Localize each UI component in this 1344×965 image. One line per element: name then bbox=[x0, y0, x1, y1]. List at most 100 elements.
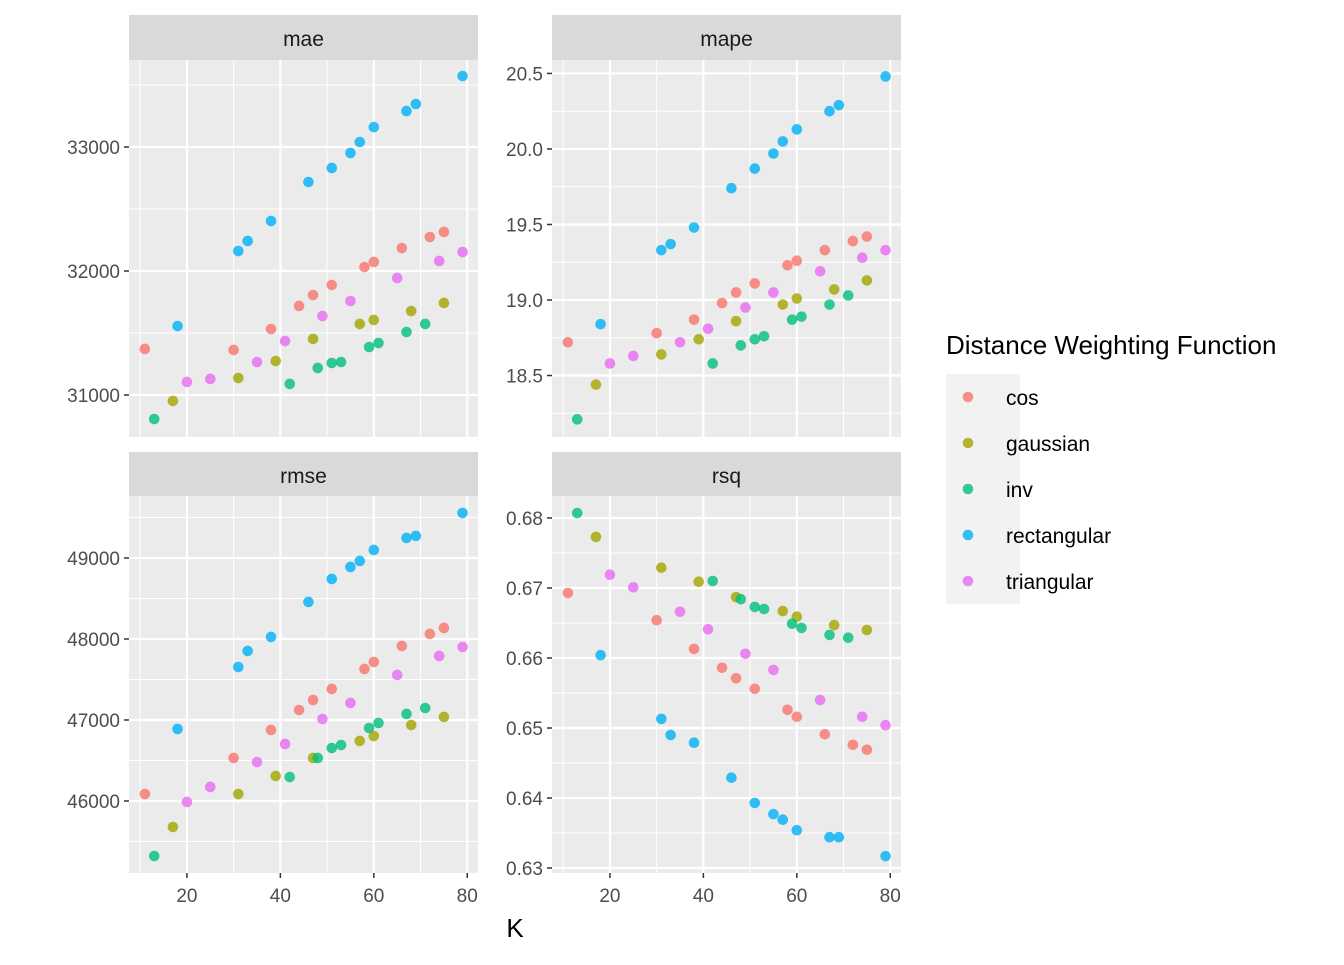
point-triangular bbox=[391, 669, 403, 681]
point-cos bbox=[265, 724, 277, 736]
facet-panels: mae 31000 32000 33000 mape 18.5 19.0 19.5 20.0 20… bbox=[67, 15, 901, 907]
point-rectangular bbox=[726, 772, 737, 784]
point-cos bbox=[368, 656, 380, 668]
point-cos bbox=[307, 289, 319, 301]
point-inv bbox=[326, 357, 338, 369]
point-inv bbox=[571, 507, 583, 519]
point-cos bbox=[651, 614, 662, 626]
legend-key-gaussian bbox=[962, 437, 974, 449]
point-inv bbox=[796, 311, 807, 322]
legend-label-rectangular: rectangular bbox=[1006, 525, 1111, 548]
point-gaussian bbox=[233, 788, 244, 800]
point-cos bbox=[293, 300, 305, 312]
legend-label-gaussian: gaussian bbox=[1006, 433, 1090, 456]
point-inv bbox=[824, 629, 835, 641]
point-cos bbox=[293, 704, 305, 716]
y-tick-label: 0.64 bbox=[506, 789, 543, 810]
point-rectangular bbox=[656, 244, 667, 256]
point-inv bbox=[335, 739, 347, 751]
point-inv bbox=[335, 356, 347, 368]
point-cos bbox=[326, 683, 338, 695]
point-cos bbox=[562, 336, 574, 348]
facet-mape: mape 18.5 19.0 19.5 20.0 20.5 bbox=[506, 15, 901, 437]
point-triangular bbox=[740, 302, 751, 313]
point-triangular bbox=[674, 336, 686, 348]
point-gaussian bbox=[368, 730, 380, 742]
legend-key-triangular bbox=[962, 575, 974, 587]
point-rectangular bbox=[791, 824, 803, 836]
point-rectangular bbox=[880, 71, 891, 82]
point-rectangular bbox=[326, 573, 338, 585]
point-inv bbox=[312, 752, 324, 764]
point-cos bbox=[139, 343, 151, 355]
point-triangular bbox=[702, 323, 714, 335]
point-gaussian bbox=[730, 315, 742, 327]
y-tick-label: 33000 bbox=[67, 138, 120, 159]
legend-title: Distance Weighting Function bbox=[946, 330, 1276, 360]
point-rectangular bbox=[688, 737, 700, 749]
y-tick-label: 31000 bbox=[67, 386, 120, 407]
x-tick-label: 20 bbox=[599, 886, 620, 907]
point-cos bbox=[228, 752, 239, 764]
facet-strip-label: rsq bbox=[712, 465, 741, 488]
point-gaussian bbox=[270, 355, 282, 367]
point-cos bbox=[782, 704, 793, 716]
y-tick-label: 49000 bbox=[67, 549, 120, 570]
point-rectangular bbox=[749, 163, 761, 174]
point-triangular bbox=[604, 569, 616, 580]
x-tick-label: 60 bbox=[786, 886, 807, 907]
point-gaussian bbox=[861, 624, 873, 636]
point-cos bbox=[716, 662, 728, 674]
point-triangular bbox=[317, 310, 328, 322]
legend-key-background bbox=[946, 374, 1020, 604]
point-inv bbox=[284, 771, 296, 783]
point-gaussian bbox=[828, 284, 840, 295]
point-cos bbox=[847, 739, 859, 751]
point-inv bbox=[571, 414, 583, 425]
y-tick-label: 48000 bbox=[67, 630, 120, 651]
point-gaussian bbox=[405, 719, 417, 731]
facet-strip-label: mae bbox=[283, 28, 324, 51]
point-triangular bbox=[251, 756, 263, 768]
point-triangular bbox=[814, 266, 826, 277]
point-cos bbox=[782, 259, 793, 271]
point-rectangular bbox=[172, 723, 183, 735]
point-rectangular bbox=[457, 507, 468, 519]
point-rectangular bbox=[354, 555, 366, 567]
point-triangular bbox=[856, 252, 868, 264]
point-gaussian bbox=[590, 379, 602, 390]
point-rectangular bbox=[345, 147, 356, 159]
point-triangular bbox=[880, 719, 891, 731]
point-cos bbox=[438, 622, 450, 634]
point-inv bbox=[401, 708, 412, 720]
x-tick-label: 80 bbox=[457, 886, 478, 907]
point-triangular bbox=[674, 606, 686, 618]
point-cos bbox=[749, 278, 761, 289]
point-triangular bbox=[604, 358, 616, 369]
panel-background bbox=[129, 496, 478, 873]
point-cos bbox=[438, 226, 450, 238]
point-inv bbox=[148, 850, 160, 862]
point-triangular bbox=[317, 713, 328, 725]
point-rectangular bbox=[303, 176, 314, 188]
point-triangular bbox=[279, 738, 291, 750]
point-inv bbox=[749, 333, 761, 345]
point-rectangular bbox=[401, 105, 412, 117]
point-inv bbox=[842, 632, 854, 643]
y-tick-label: 18.5 bbox=[506, 367, 543, 388]
x-tick-label: 60 bbox=[363, 886, 384, 907]
point-triangular bbox=[457, 641, 468, 653]
legend-label-inv: inv bbox=[1006, 479, 1033, 502]
point-rectangular bbox=[768, 808, 779, 820]
point-cos bbox=[396, 640, 408, 652]
legend-label-cos: cos bbox=[1006, 387, 1039, 410]
point-rectangular bbox=[726, 182, 737, 194]
point-inv bbox=[373, 717, 384, 729]
y-tick-label: 32000 bbox=[67, 262, 120, 283]
point-rectangular bbox=[777, 814, 789, 826]
point-inv bbox=[707, 358, 719, 369]
point-rectangular bbox=[410, 530, 422, 542]
point-gaussian bbox=[270, 770, 282, 782]
point-rectangular bbox=[656, 713, 667, 725]
